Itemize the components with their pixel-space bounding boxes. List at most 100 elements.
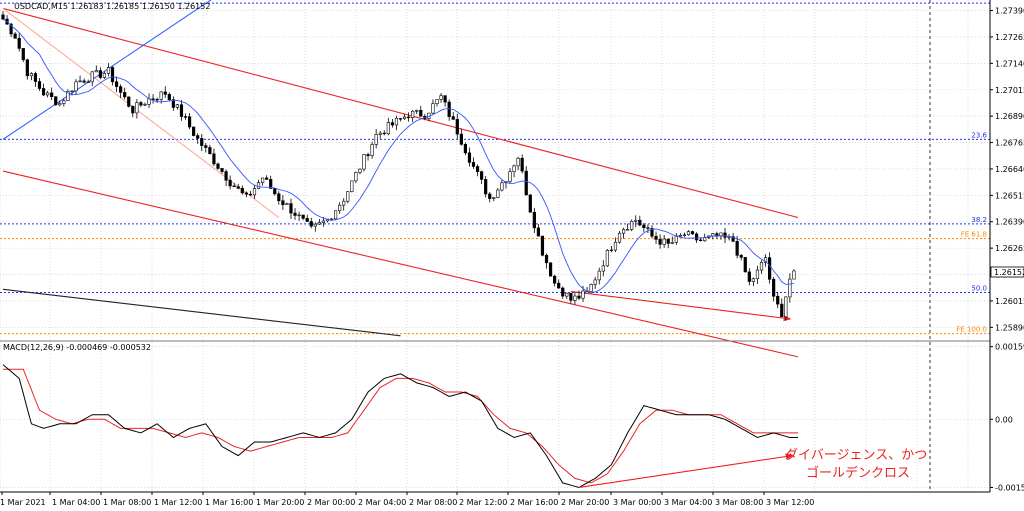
- price-tick-label: 1.26515: [995, 191, 1024, 200]
- candle-bull: [516, 157, 520, 167]
- price-tick-label: 1.26890: [995, 112, 1024, 121]
- trend-line[interactable]: [2, 288, 401, 337]
- candle-bear: [658, 239, 662, 245]
- candle-bull: [589, 283, 593, 292]
- candle-bear: [273, 188, 277, 195]
- price-tick-label: 1.27015: [995, 86, 1024, 95]
- candle-bull: [613, 241, 618, 251]
- time-tick-label: 2 Mar 04:00: [358, 498, 406, 507]
- candle-bear: [772, 278, 776, 297]
- time-tick-label: 3 Mar 08:00: [715, 498, 763, 507]
- candle-bear: [544, 254, 549, 264]
- candle-bull: [313, 223, 317, 227]
- trend-line[interactable]: [2, 7, 799, 219]
- candle-bull: [621, 229, 626, 234]
- candle-bear: [577, 295, 581, 299]
- candle-bear: [155, 98, 159, 101]
- candle-bull: [496, 189, 500, 198]
- candle-bull: [370, 144, 374, 156]
- candle-bull: [175, 104, 180, 108]
- candle-bear: [293, 212, 297, 216]
- candle-bull: [581, 290, 585, 299]
- candle-bull: [329, 218, 334, 220]
- candle-bear: [455, 119, 459, 135]
- time-tick-label: 3 Mar 12:00: [766, 498, 814, 507]
- candle-bear: [163, 91, 167, 95]
- candle-bear: [123, 92, 127, 98]
- price-tick-label: 1.25890: [995, 323, 1024, 332]
- candle-bear: [212, 153, 216, 165]
- candle-bear: [528, 194, 532, 213]
- candle-bear: [642, 224, 646, 228]
- grid: [0, 0, 990, 492]
- candles: [1, 10, 796, 321]
- candle-bull: [682, 234, 687, 236]
- candle-bull: [74, 81, 78, 92]
- candle-bull: [565, 292, 569, 297]
- candle-bull: [346, 191, 350, 202]
- time-tick-label: 1 Mar 04:00: [52, 498, 100, 507]
- level-label: 23.6: [971, 131, 987, 139]
- candle-bear: [41, 88, 46, 96]
- candle-bull: [159, 91, 163, 100]
- level-label: 50.0: [971, 284, 987, 292]
- candle-bear: [398, 118, 403, 120]
- candle-bull: [755, 269, 760, 280]
- candle-bear: [646, 227, 650, 229]
- candle-bear: [475, 166, 480, 172]
- time-tick-label: 3 Mar 04:00: [664, 498, 712, 507]
- macd-info: MACD(12,26,9) -0.000469 -0.000532: [3, 343, 151, 352]
- macd-tick-label: 0.00: [995, 415, 1013, 424]
- time-tick-label: 2 Mar 16:00: [510, 498, 558, 507]
- candle-bull: [321, 220, 326, 223]
- candle-bull: [626, 229, 630, 231]
- candle-bull: [90, 71, 94, 83]
- candle-bear: [277, 193, 281, 202]
- candle-bear: [471, 162, 476, 167]
- macd-tick-label: -0.0015: [995, 483, 1024, 492]
- candle-bear: [382, 132, 386, 135]
- level-label: FE 61.8: [961, 231, 987, 239]
- candle-bull: [252, 188, 257, 196]
- candle-bear: [17, 38, 21, 49]
- candle-bear: [269, 179, 273, 189]
- candle-bull: [512, 165, 516, 173]
- candle-bull: [662, 238, 666, 245]
- candle-bear: [228, 179, 232, 187]
- candle-bear: [739, 255, 743, 258]
- candle-bear: [131, 105, 135, 114]
- candle-bull: [86, 81, 90, 83]
- candle-bull: [415, 109, 419, 112]
- trend-line[interactable]: [570, 290, 792, 322]
- candle-bear: [54, 96, 58, 106]
- candle-bull: [70, 90, 74, 92]
- candle-bear: [25, 59, 29, 77]
- candle-bear: [139, 102, 143, 106]
- candle-bear: [196, 135, 200, 139]
- candle-bull: [601, 265, 605, 272]
- candle-bear: [281, 200, 285, 206]
- candle-bull: [609, 249, 614, 252]
- trend-line[interactable]: [2, 170, 799, 358]
- candle-bull: [106, 67, 111, 74]
- candle-bear: [13, 33, 17, 39]
- candle-bear: [536, 227, 541, 237]
- time-tick-label: 2 Mar 12:00: [459, 498, 507, 507]
- time-tick-label: 1 Mar 20:00: [256, 498, 304, 507]
- candle-bear: [731, 236, 735, 242]
- candle-bull: [78, 80, 82, 83]
- candle-bear: [524, 170, 528, 196]
- time-tick-label: 1 Mar 16:00: [205, 498, 253, 507]
- candle-bull: [46, 92, 50, 96]
- candle-bear: [305, 218, 309, 222]
- candle-bear: [248, 193, 253, 196]
- symbol-info: USDCAD,M15 1.26183 1.26185 1.26150 1.261…: [14, 2, 210, 11]
- candle-bear: [220, 168, 224, 172]
- trend-line[interactable]: [2, 8, 280, 218]
- candle-bear: [780, 303, 784, 318]
- candle-bear: [82, 80, 86, 83]
- divergence-line[interactable]: [578, 453, 794, 488]
- price-tick-label: 1.27265: [995, 33, 1024, 42]
- candle-bear: [366, 154, 370, 156]
